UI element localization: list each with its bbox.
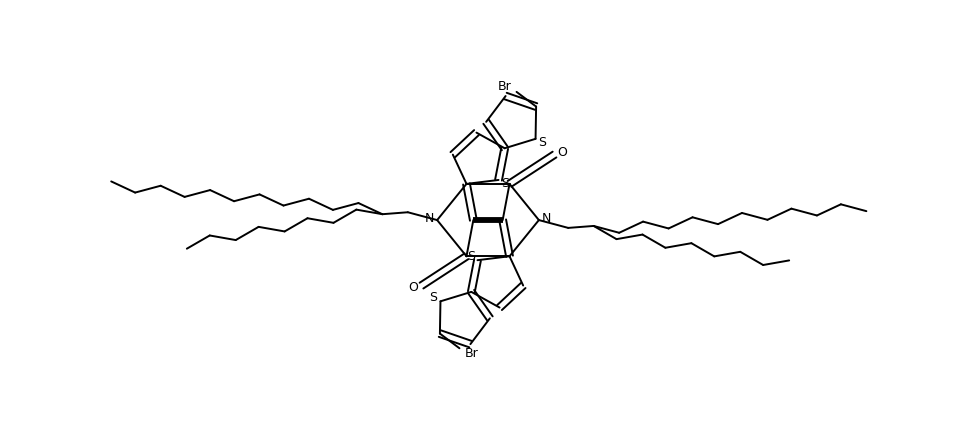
Text: Br: Br	[464, 347, 478, 360]
Text: Br: Br	[498, 80, 512, 93]
Text: O: O	[408, 281, 418, 294]
Text: S: S	[538, 136, 546, 149]
Text: S: S	[430, 291, 438, 304]
Text: O: O	[558, 146, 568, 159]
Text: S: S	[501, 177, 509, 190]
Text: N: N	[542, 211, 551, 225]
Text: N: N	[425, 211, 434, 225]
Text: S: S	[467, 250, 475, 263]
